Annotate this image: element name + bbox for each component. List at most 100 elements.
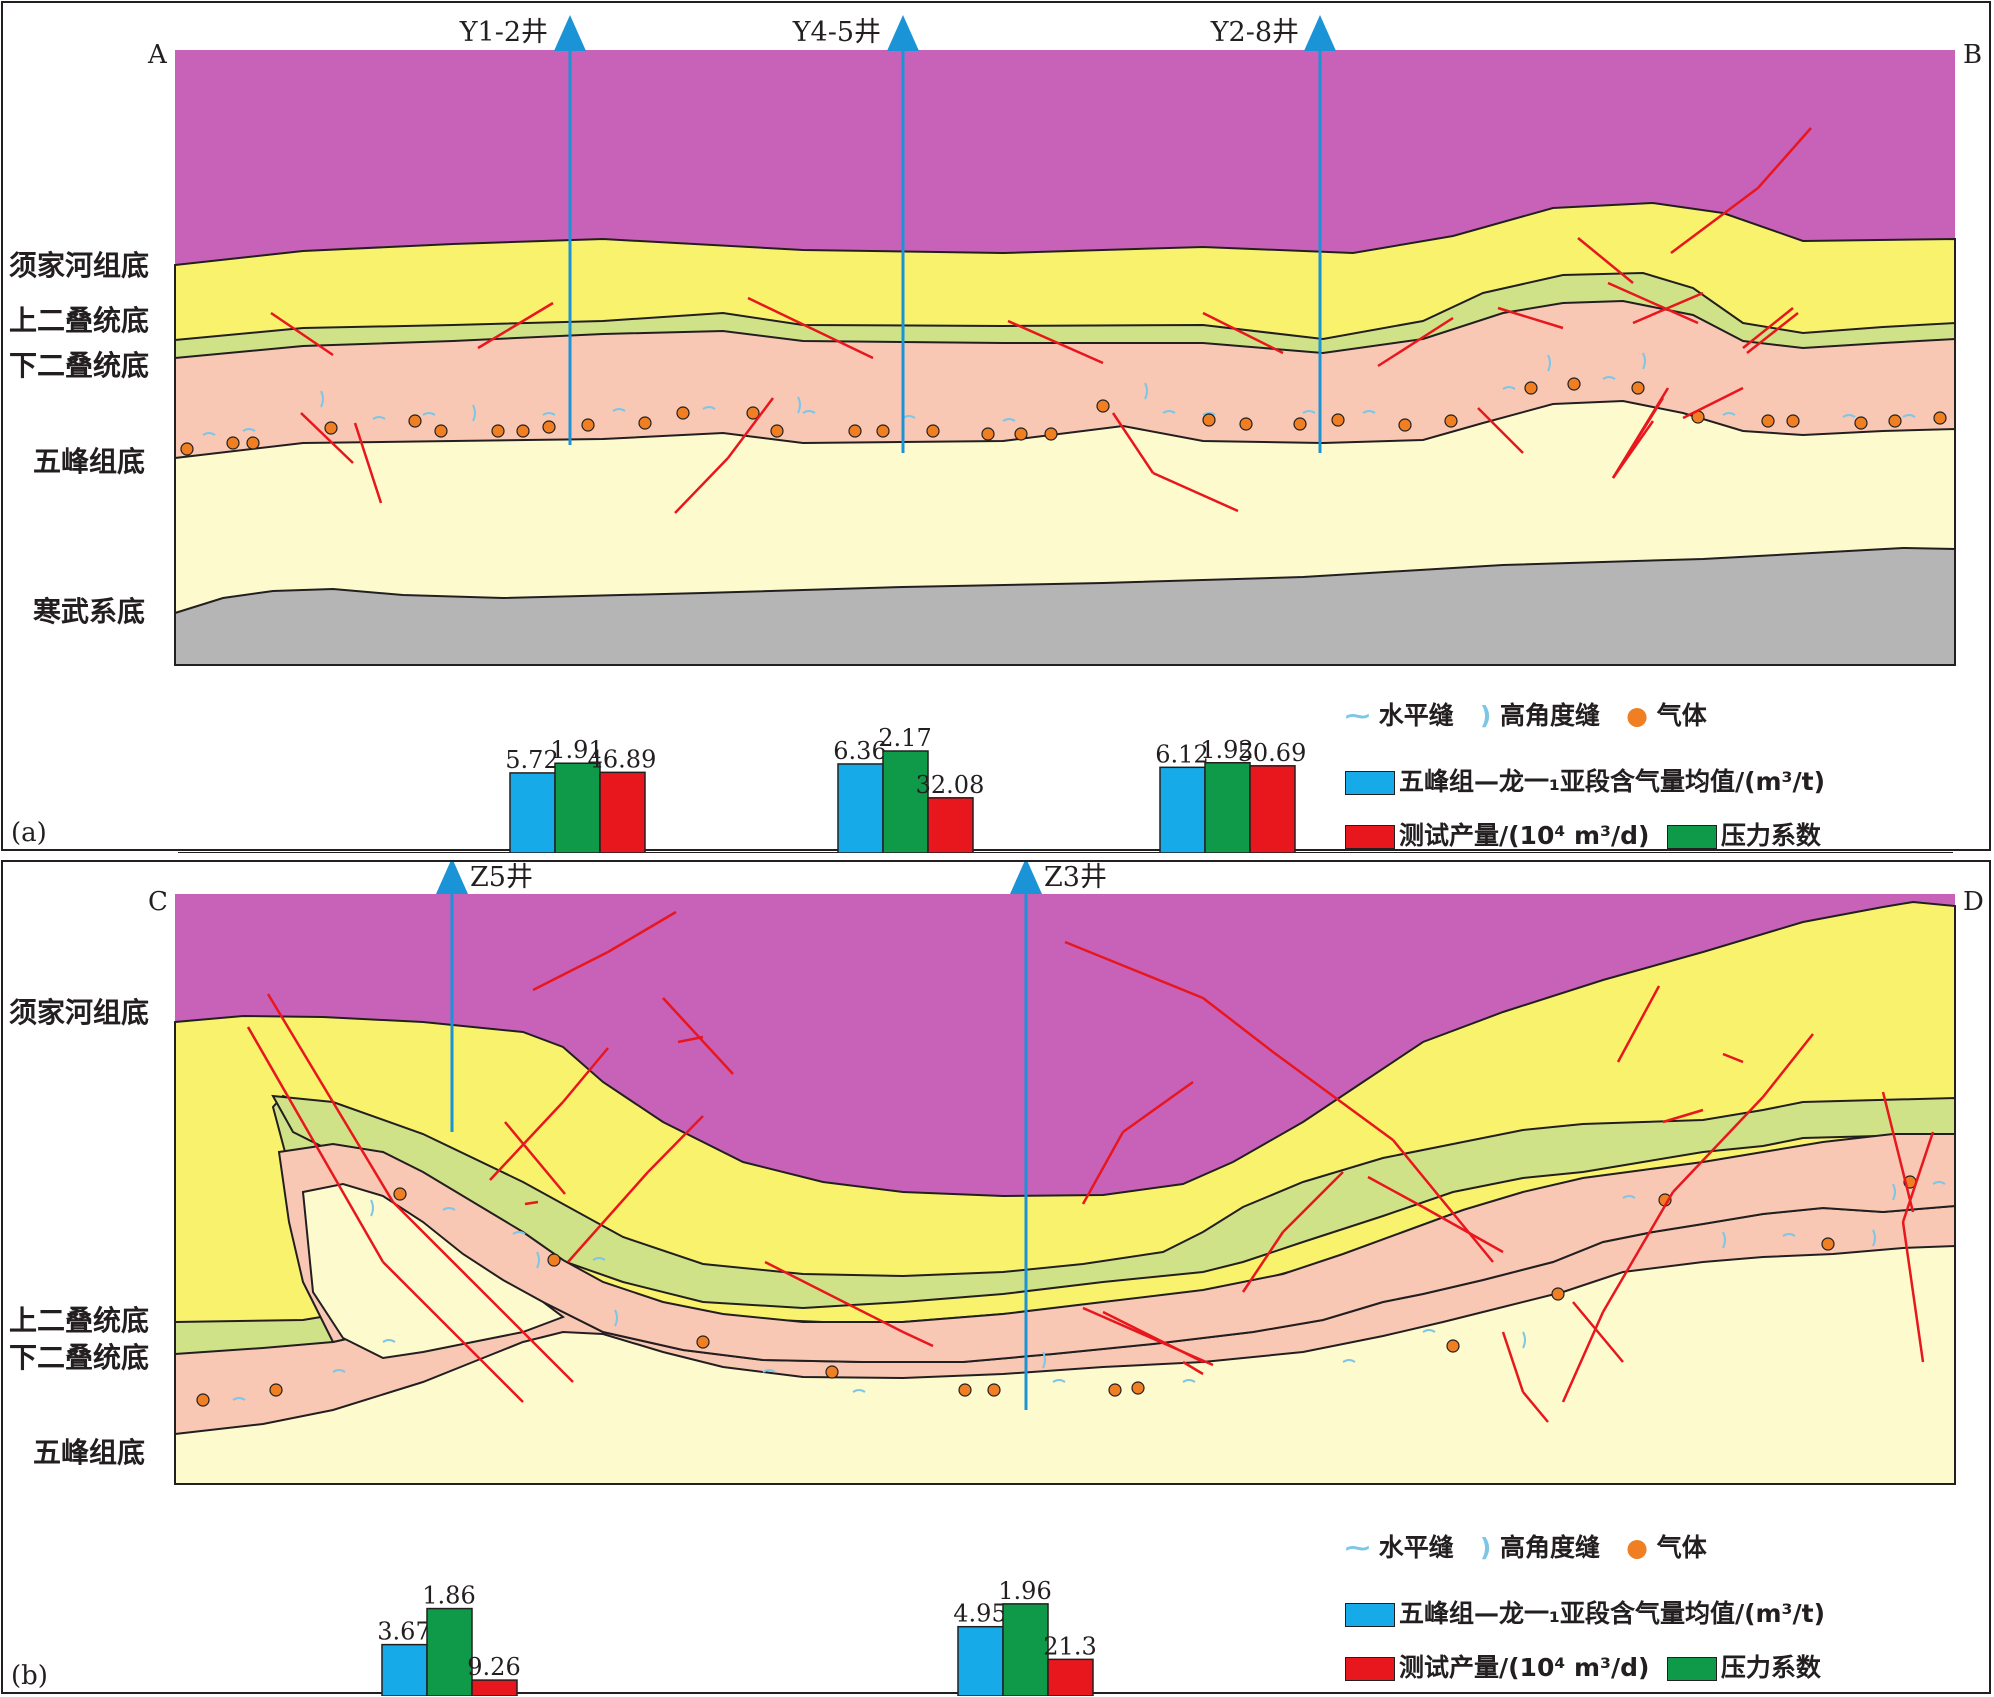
horizontal-fractures-a xyxy=(202,376,1916,436)
bar-gas xyxy=(1159,766,1206,853)
pressure-swatch xyxy=(1666,825,1717,849)
well-z5-triangle xyxy=(436,862,468,894)
bar-label-gas: 6.12 xyxy=(1155,740,1208,768)
legend-fractures-b: ⁓ 水平缝 ) 高角度缝 ● 气体 xyxy=(1345,1528,1707,1564)
bar-rate xyxy=(471,1679,518,1696)
horizon-label-lower-permian: 下二叠统底 xyxy=(9,349,149,382)
well-y2-8-triangle xyxy=(1304,15,1336,51)
wells-a xyxy=(554,15,1336,453)
legend-test-rate-b: 测试产量/(10⁴ m³/d) xyxy=(1399,1653,1650,1682)
legend-high-angle-fracture: 高角度缝 xyxy=(1500,701,1601,730)
bar-gas xyxy=(957,1625,1004,1696)
high-angle-fractures-b xyxy=(370,1183,1896,1369)
bar-label-pressure: 1.91 xyxy=(550,736,603,764)
legend-horizontal-fracture: 水平缝 xyxy=(1378,701,1454,730)
layer-green-b2 xyxy=(271,1094,1956,1310)
layer-gray-a xyxy=(174,546,1956,666)
gas-content-swatch xyxy=(1345,771,1395,795)
legend-rate-a: 测试产量/(10⁴ m³/d) 压力系数 xyxy=(1345,816,1821,852)
horizon-label-upper-permian-b: 上二叠统底 xyxy=(9,1304,149,1337)
gas-icon: ● xyxy=(1626,701,1648,730)
legend-fractures-a: ⁓ 水平缝 ) 高角度缝 ● 气体 xyxy=(1345,696,1707,732)
bar-label-gas: 4.95 xyxy=(953,1600,1006,1628)
horizontal-fracture-icon: ⁓ xyxy=(1345,1533,1370,1562)
bar-pressure xyxy=(426,1607,473,1696)
well-z3-triangle xyxy=(1010,862,1042,894)
bar-rate xyxy=(1249,765,1296,853)
test-rate-swatch xyxy=(1345,825,1395,849)
bar-label-gas: 5.72 xyxy=(505,746,558,774)
horizon-label-xujiahe-b: 须家河组底 xyxy=(9,996,149,1029)
well-y1-2-triangle xyxy=(554,15,586,51)
bar-pressure xyxy=(1204,762,1251,853)
legend-pressure-b: 压力系数 xyxy=(1720,1653,1821,1682)
bar-label-rate: 9.26 xyxy=(467,1653,520,1681)
faults-a xyxy=(270,127,1812,514)
horizontal-fractures-b xyxy=(232,1181,1946,1401)
cross-section-b: Z5井 Z3井 C D 须家河组底 上二叠统底 下二叠统底 五峰组底 3.67 1… xyxy=(9,862,1984,1696)
well-label-y1-2: Y1-2井 xyxy=(459,17,548,48)
pressure-swatch xyxy=(1666,1657,1717,1681)
well-label-z3: Z3井 xyxy=(1044,862,1107,893)
bar-gas xyxy=(381,1643,428,1696)
bar-rate xyxy=(927,797,974,853)
horizon-label-wufeng: 五峰组底 xyxy=(33,445,145,478)
legend-gas: 气体 xyxy=(1656,701,1707,730)
legend-high-angle-fracture-b: 高角度缝 xyxy=(1500,1533,1601,1562)
bar-label-pressure: 1.86 xyxy=(422,1582,475,1610)
well-y4-5-triangle xyxy=(887,15,919,51)
bar-label-rate: 32.08 xyxy=(916,771,985,799)
corner-b: B xyxy=(1963,40,1982,70)
bar-label-pressure: 1.92 xyxy=(1200,736,1253,764)
legend-test-rate: 测试产量/(10⁴ m³/d) xyxy=(1399,821,1650,850)
high-angle-fractures-a xyxy=(320,352,1646,422)
legend-gas-b: 气体 xyxy=(1656,1533,1707,1562)
legend-horizontal-fracture-b: 水平缝 xyxy=(1378,1533,1454,1562)
well-label-y2-8: Y2-8井 xyxy=(1210,17,1299,48)
legend-gas-content-b: 五峰组—龙一₁亚段含气量均值/(m³/t) xyxy=(1399,1599,1826,1628)
corner-d: D xyxy=(1963,887,1984,917)
bar-gas xyxy=(837,763,884,853)
bar-pressure xyxy=(882,750,929,853)
legend-rate-b: 测试产量/(10⁴ m³/d) 压力系数 xyxy=(1345,1648,1821,1684)
bar-rate xyxy=(1047,1658,1094,1696)
horizon-label-upper-permian: 上二叠统底 xyxy=(9,304,149,337)
horizon-label-wufeng-b: 五峰组底 xyxy=(33,1436,145,1469)
horizon-label-cambrian: 寒武系底 xyxy=(33,595,145,628)
high-angle-fracture-icon: ) xyxy=(1479,1533,1492,1562)
panel-tag-a: (a) xyxy=(11,818,47,848)
horizontal-fracture-icon: ⁓ xyxy=(1345,701,1370,730)
bar-label-rate: 21.3 xyxy=(1043,1632,1096,1660)
test-rate-swatch xyxy=(1345,1657,1395,1681)
horizon-label-lower-permian-b: 下二叠统底 xyxy=(9,1341,149,1374)
legend-gas-content: 五峰组—龙一₁亚段含气量均值/(m³/t) xyxy=(1399,767,1826,796)
wells-b xyxy=(436,862,1042,1410)
gas-content-swatch xyxy=(1345,1603,1395,1627)
legend-pressure: 压力系数 xyxy=(1720,821,1821,850)
panel-a: Y1-2井 Y4-5井 Y2-8井 A B 须家河组底 上二叠统底 下二叠统底 … xyxy=(1,1,1991,853)
panel-b: Z5井 Z3井 C D 须家河组底 上二叠统底 下二叠统底 五峰组底 3.67 1… xyxy=(1,860,1991,1696)
bar-pressure xyxy=(554,762,601,853)
well-label-y4-5: Y4-5井 xyxy=(792,17,881,48)
horizon-label-xujiahe: 须家河组底 xyxy=(9,249,149,282)
panel-tag-b: (b) xyxy=(11,1661,48,1691)
bar-label-gas: 6.36 xyxy=(833,737,886,765)
bar-label-pressure: 2.17 xyxy=(878,724,931,752)
bar-groups-b: 3.67 1.86 9.26 4.951.96 21.3 xyxy=(377,1577,1097,1696)
faults-b xyxy=(246,910,1935,1423)
bar-pressure xyxy=(1002,1603,1049,1696)
cross-section-a: Y1-2井 Y4-5井 Y2-8井 A B 须家河组底 上二叠统底 下二叠统底 … xyxy=(9,15,1982,853)
bar-label-rate: 50.69 xyxy=(1238,739,1307,767)
layer-pink-b2 xyxy=(277,1133,1956,1363)
bar-gas xyxy=(509,772,556,853)
bar-rate xyxy=(599,771,646,853)
corner-c: C xyxy=(148,887,168,917)
legend-gas-content-b: 五峰组—龙一₁亚段含气量均值/(m³/t) xyxy=(1345,1594,1825,1630)
well-label-z5: Z5井 xyxy=(470,862,533,893)
legend-gas-content-a: 五峰组—龙一₁亚段含气量均值/(m³/t) xyxy=(1345,762,1825,798)
bar-label-gas: 3.67 xyxy=(377,1618,430,1646)
corner-a: A xyxy=(147,40,168,70)
gas-icon: ● xyxy=(1626,1533,1648,1562)
bar-label-pressure: 1.96 xyxy=(998,1577,1051,1605)
